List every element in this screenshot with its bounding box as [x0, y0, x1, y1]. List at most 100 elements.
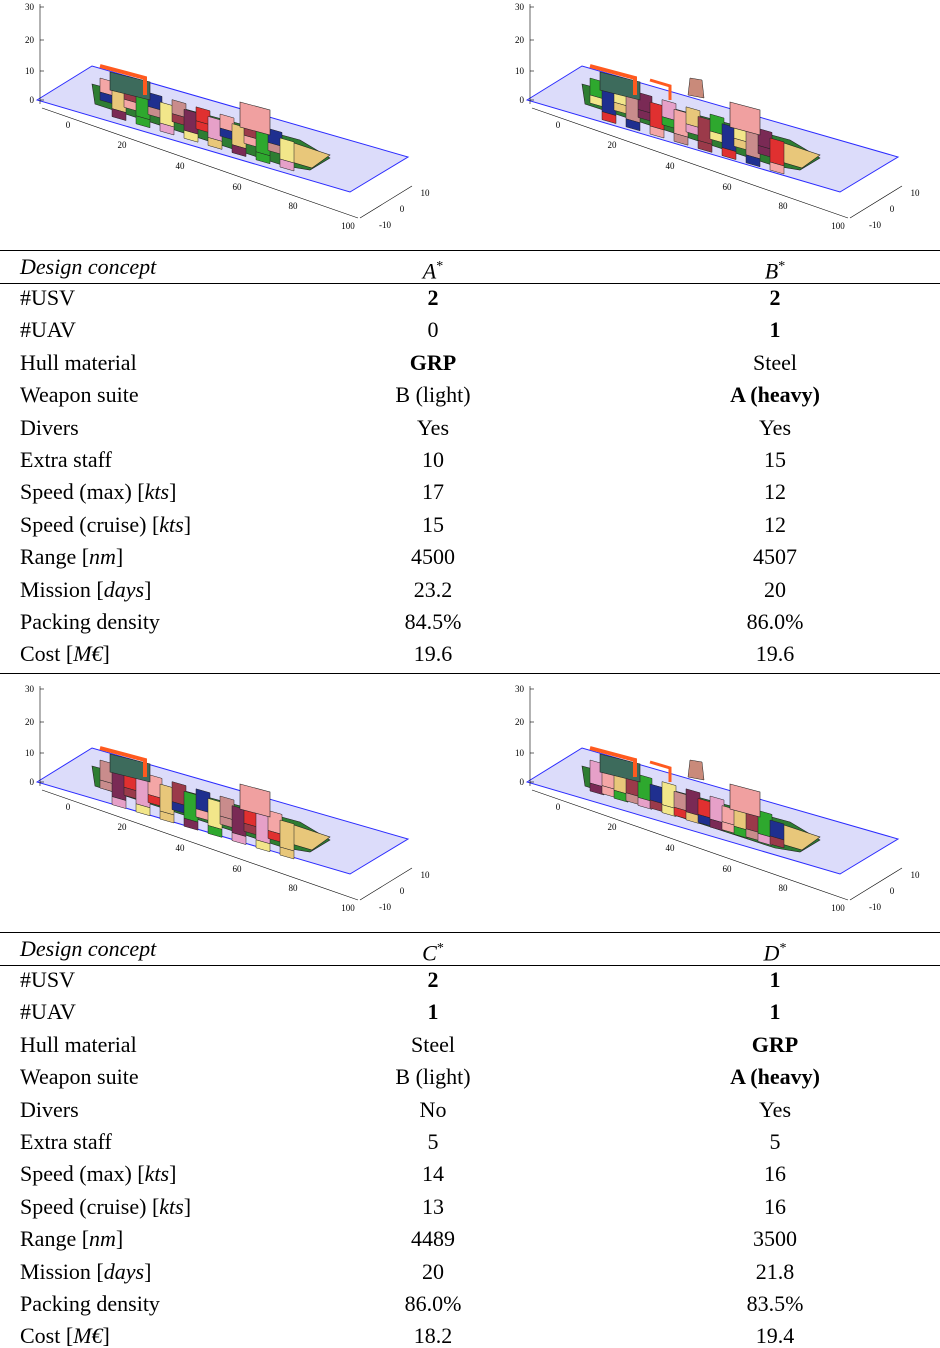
z-tick-label: 0 [30, 95, 35, 105]
compartment-low [625, 118, 641, 132]
row-label: Hull material [20, 349, 137, 375]
z-tick-label: 0 [520, 777, 525, 787]
compartment-low [757, 833, 773, 846]
compartment-low [601, 111, 617, 124]
compartment-low [135, 803, 151, 817]
cell-value: Steel [753, 349, 797, 375]
cell-value: A (heavy) [730, 382, 820, 408]
z-tick-label: 10 [25, 748, 35, 758]
y-axis [849, 185, 903, 219]
compartment-low [649, 125, 665, 139]
row-label: Cost [M€] [20, 641, 110, 667]
cell-value: 20 [764, 576, 786, 602]
cell-value: 2 [769, 285, 781, 310]
x-tick-label: 20 [608, 822, 618, 832]
cell-value: Yes [758, 1096, 792, 1122]
cell-value: 17 [422, 479, 444, 505]
compartment-low [673, 132, 689, 146]
cell-value: 13 [422, 1193, 444, 1219]
superstructure [239, 783, 271, 818]
x-tick-label: 100 [831, 221, 845, 231]
x-tick-label: 0 [556, 802, 561, 812]
superstructure [729, 783, 761, 818]
compartment-low [589, 782, 605, 796]
top-rule [0, 250, 940, 251]
compartment-low [231, 144, 247, 157]
cell-value: 86.0% [404, 1291, 462, 1316]
compartment-low [207, 825, 223, 838]
z-tick-label: 10 [515, 66, 525, 76]
row-label: Extra staff [20, 447, 112, 472]
cell-value: 12 [764, 511, 786, 537]
compartment-low [135, 115, 151, 129]
compartment-low [637, 797, 653, 810]
compartment-low [613, 789, 629, 803]
z-tick-label: 0 [520, 95, 525, 105]
crane [649, 760, 672, 782]
y-tick-label: 10 [911, 870, 921, 880]
cell-value: Yes [758, 414, 792, 440]
x-axis [41, 789, 359, 901]
crane [589, 64, 637, 95]
y-tick-label: 10 [911, 188, 921, 198]
row-label: Divers [20, 1096, 79, 1122]
z-tick-label: 30 [25, 2, 35, 12]
x-tick-label: 20 [118, 140, 128, 150]
compartment [769, 137, 785, 167]
compartment-low [279, 158, 295, 172]
cell-value: 3500 [753, 1226, 797, 1252]
y-tick-label: 0 [890, 204, 895, 214]
cell-value: 4507 [753, 544, 797, 570]
y-axis [359, 185, 413, 219]
x-tick-label: 0 [66, 120, 71, 130]
z-tick-label: 30 [515, 2, 525, 12]
compartment-low [111, 796, 127, 809]
row-label: Weapon suite [20, 1064, 139, 1090]
header-label: Design concept [20, 936, 157, 961]
cell-value: GRP [751, 1031, 799, 1057]
compartment-low [159, 122, 175, 136]
x-tick-label: 60 [723, 864, 733, 874]
x-tick-label: 40 [176, 843, 186, 853]
cell-value: 4489 [411, 1226, 455, 1252]
x-tick-label: 80 [779, 883, 789, 893]
x-tick-label: 60 [723, 182, 733, 192]
superstructure [729, 101, 761, 136]
x-tick-label: 60 [233, 182, 243, 192]
cell-value: 15 [422, 511, 444, 537]
x-tick-label: 80 [779, 201, 789, 211]
x-tick-label: 0 [66, 802, 71, 812]
cell-value: 21.8 [755, 1258, 795, 1284]
row-label: Speed (max) [kts] [20, 479, 177, 505]
compartment [279, 819, 295, 852]
row-label: Divers [20, 414, 79, 440]
x-tick-label: 40 [666, 843, 676, 853]
compartment-low [159, 810, 175, 824]
compartment-low [661, 804, 677, 817]
cell-value: 1 [769, 317, 781, 343]
row-label: Mission [days] [20, 1258, 152, 1284]
cell-value: 84.5% [404, 609, 462, 634]
bottom-rule [0, 672, 940, 674]
compartment-low [279, 846, 295, 860]
x-tick-label: 20 [608, 140, 618, 150]
cell-value: No [419, 1096, 447, 1122]
cell-value: B (light) [395, 382, 471, 408]
row-label: #USV [20, 285, 76, 310]
top-rule [0, 932, 940, 933]
z-tick-label: 30 [515, 684, 525, 694]
cell-value: 83.5% [746, 1291, 804, 1316]
y-tick-label: 10 [421, 188, 431, 198]
compartment-low [685, 811, 701, 825]
cell-value: 23.2 [413, 576, 453, 602]
x-axis [41, 107, 359, 219]
compartment-low [255, 151, 271, 165]
row-label: Mission [days] [20, 576, 152, 602]
cell-value: 0 [427, 317, 439, 343]
z-tick-label: 10 [515, 748, 525, 758]
crane [649, 78, 672, 100]
compartment [279, 137, 295, 164]
